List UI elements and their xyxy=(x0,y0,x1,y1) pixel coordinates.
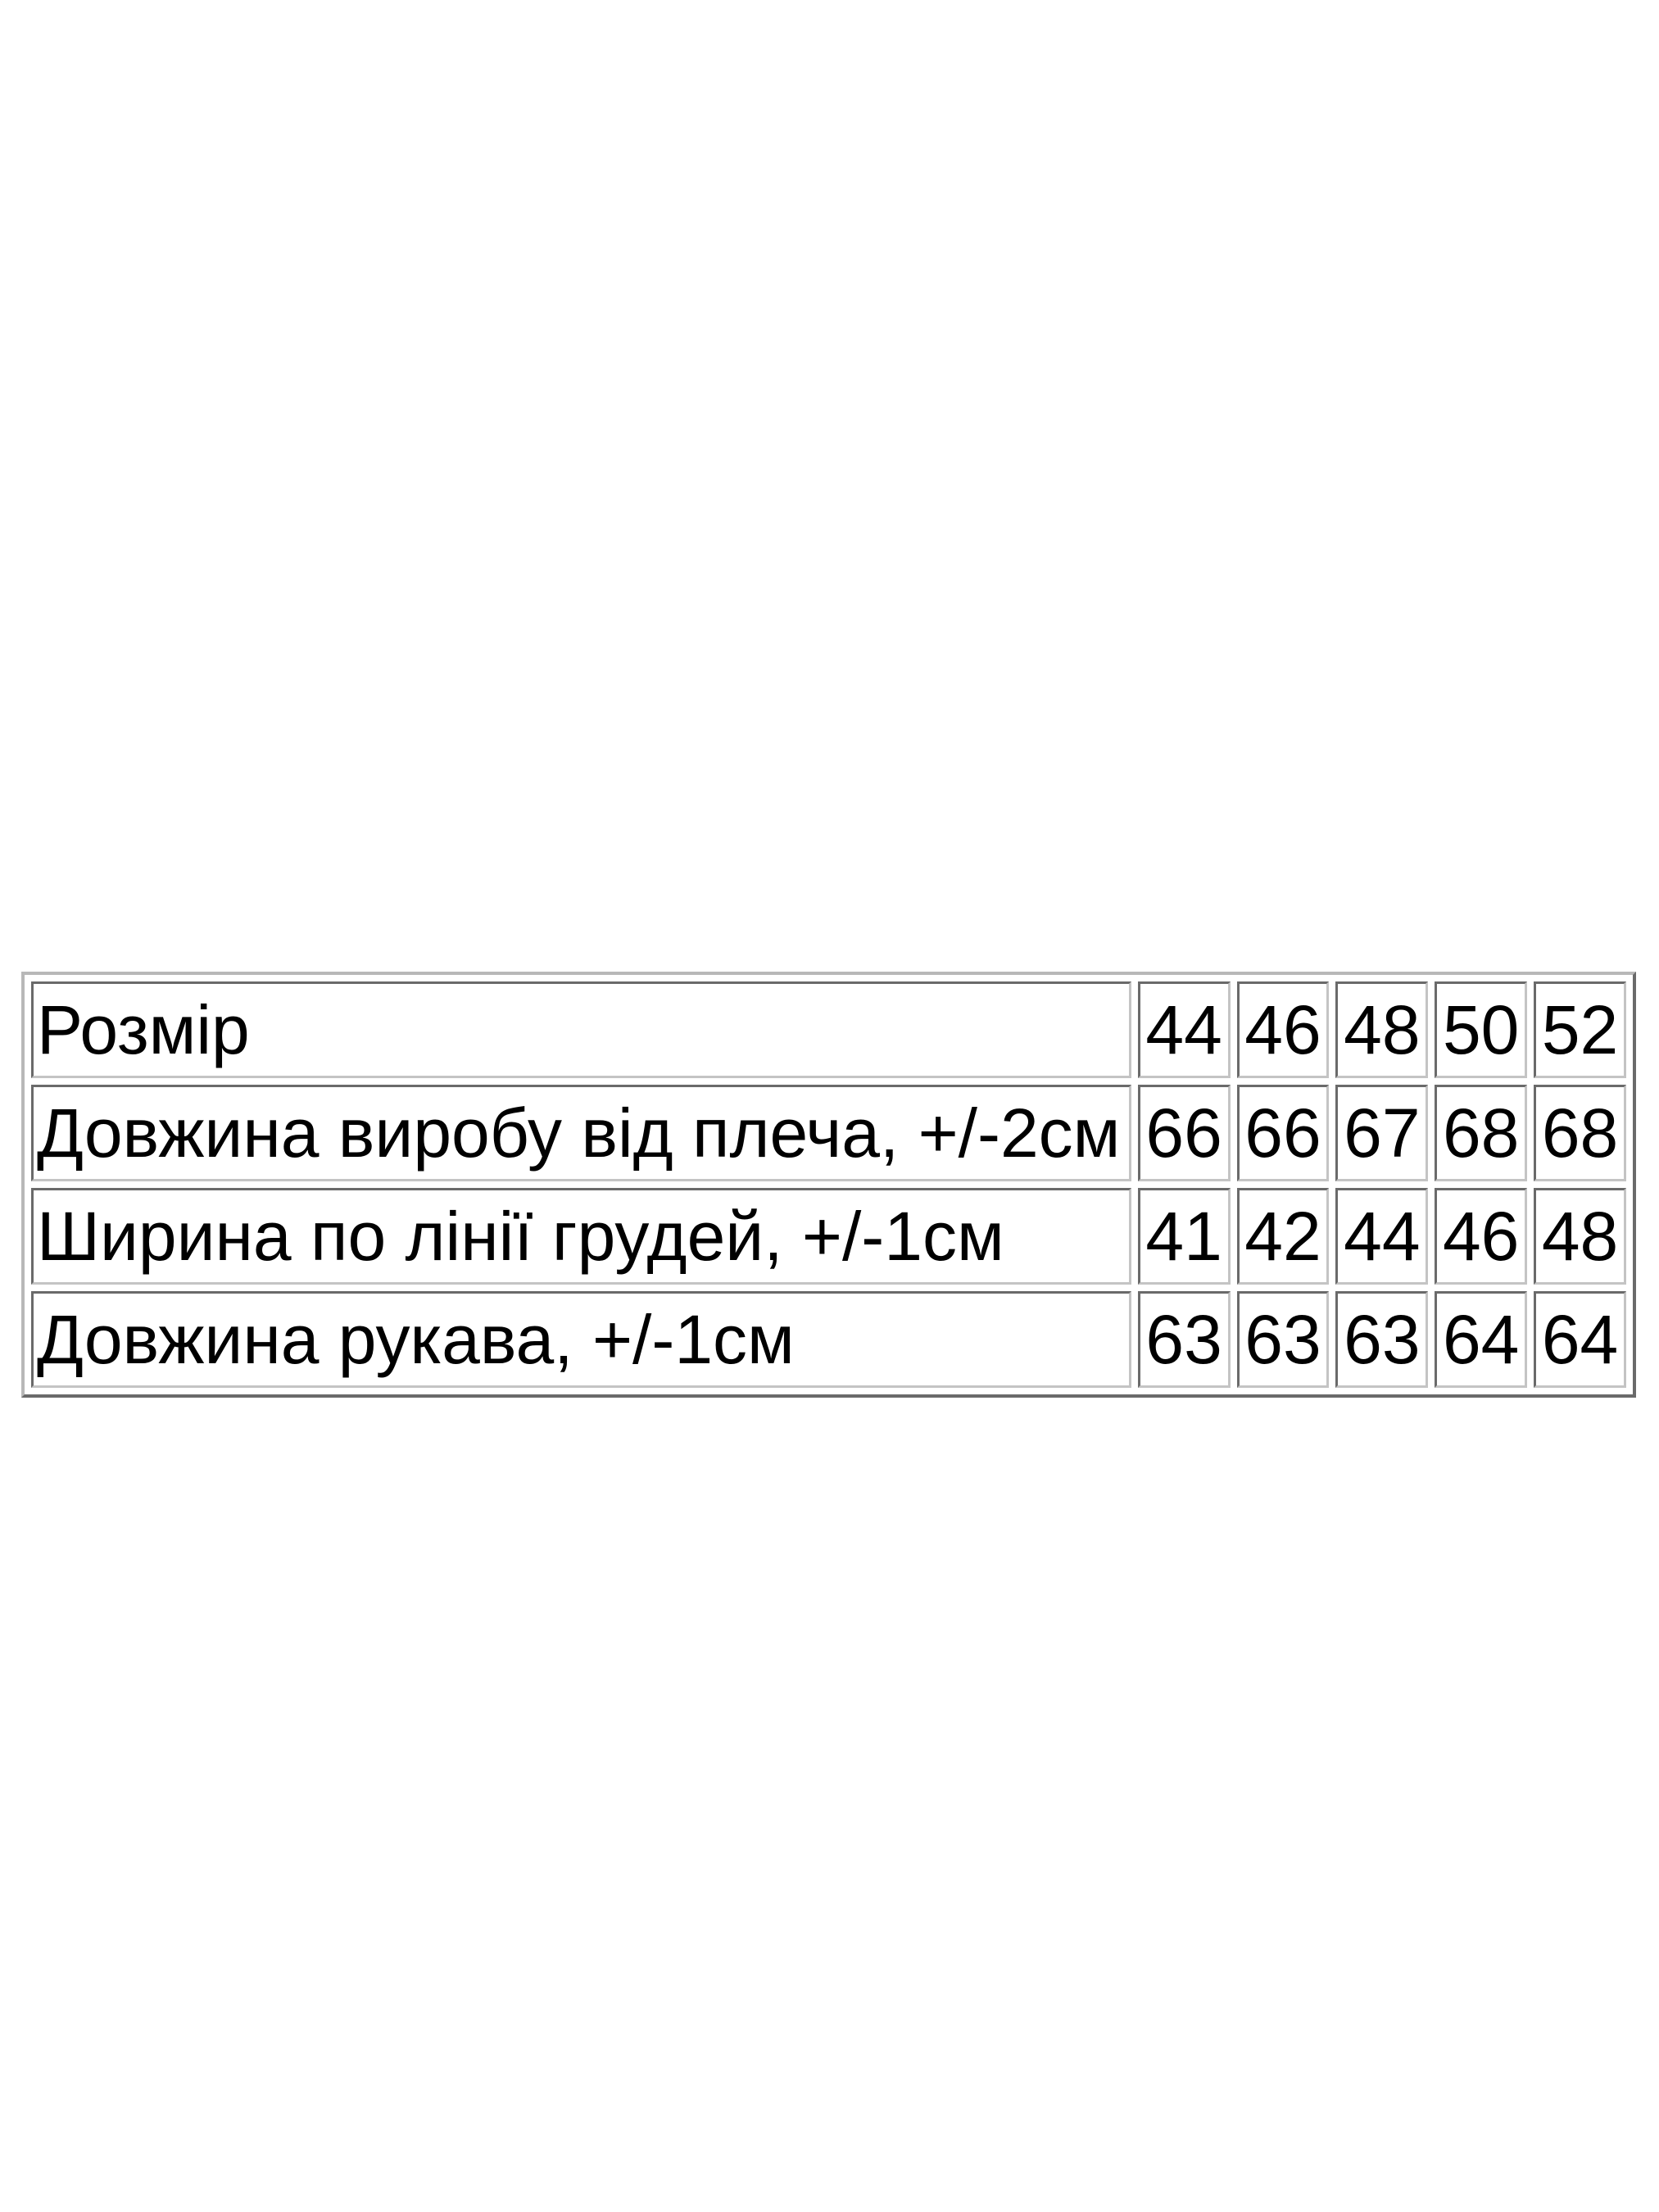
measurement-cell: 44 xyxy=(1335,1188,1429,1285)
measurement-cell: 63 xyxy=(1137,1291,1231,1388)
measurement-cell: 63 xyxy=(1335,1291,1429,1388)
measurement-cell: 68 xyxy=(1534,1085,1626,1181)
size-chart-table: Розмір 44 46 48 50 52 Довжина виробу від плеча… xyxy=(21,972,1636,1398)
measurement-cell: 46 xyxy=(1435,1188,1528,1285)
row-label: Довжина виробу від плеча, +/-2см xyxy=(31,1085,1131,1181)
row-label: Довжина рукава, +/-1см xyxy=(31,1291,1131,1388)
measurement-cell: 68 xyxy=(1435,1085,1528,1181)
size-header-cell: 48 xyxy=(1335,981,1429,1078)
size-header-cell: 50 xyxy=(1435,981,1528,1078)
table-row: Довжина виробу від плеча, +/-2см 66 66 67 68… xyxy=(31,1085,1626,1181)
measurement-cell: 66 xyxy=(1137,1085,1231,1181)
measurement-cell: 64 xyxy=(1435,1291,1528,1388)
size-header-cell: 46 xyxy=(1236,981,1330,1078)
measurement-cell: 66 xyxy=(1236,1085,1330,1181)
measurement-cell: 67 xyxy=(1335,1085,1429,1181)
size-header-cell: 52 xyxy=(1534,981,1626,1078)
table-row: Ширина по лінії грудей, +/-1см 41 42 44 46 48 xyxy=(31,1188,1626,1285)
row-label: Ширина по лінії грудей, +/-1см xyxy=(31,1188,1131,1285)
measurement-cell: 48 xyxy=(1534,1188,1626,1285)
measurement-cell: 64 xyxy=(1534,1291,1626,1388)
header-row: Розмір 44 46 48 50 52 xyxy=(31,981,1626,1078)
size-header-cell: 44 xyxy=(1137,981,1231,1078)
size-chart-body: Розмір 44 46 48 50 52 Довжина виробу від плеча… xyxy=(31,981,1626,1388)
table-row: Довжина рукава, +/-1см 63 63 63 64 64 xyxy=(31,1291,1626,1388)
measurement-cell: 42 xyxy=(1236,1188,1330,1285)
measurement-cell: 63 xyxy=(1236,1291,1330,1388)
row-label: Розмір xyxy=(31,981,1131,1078)
measurement-cell: 41 xyxy=(1137,1188,1231,1285)
